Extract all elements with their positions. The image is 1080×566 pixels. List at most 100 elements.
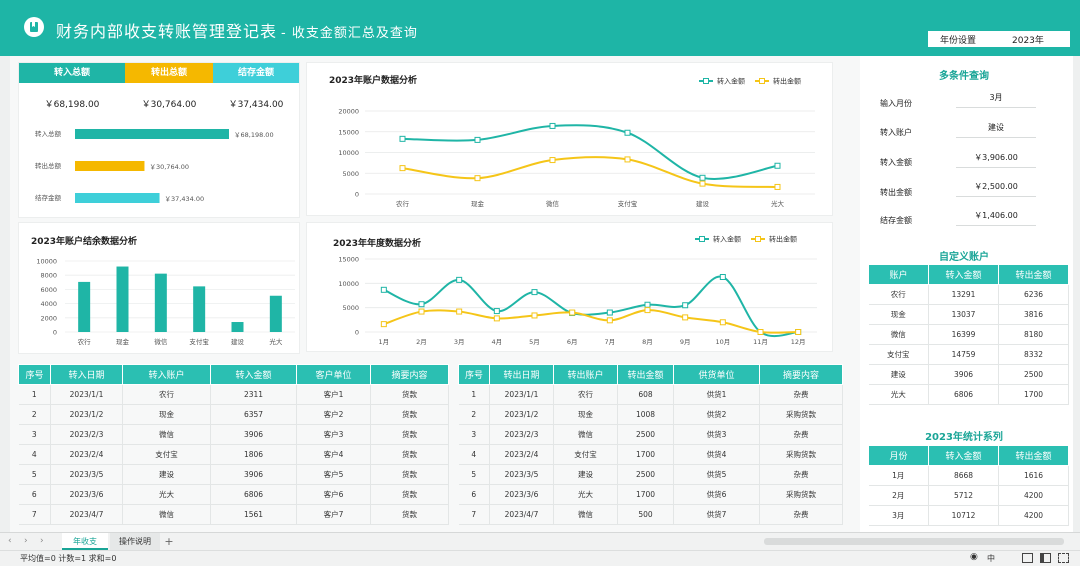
table-cell[interactable]: 2023/2/4 (50, 444, 123, 465)
table-cell[interactable]: 2023/2/3 (50, 424, 123, 445)
table-cell[interactable]: 8332 (998, 344, 1069, 365)
table-cell[interactable]: 光大 (868, 384, 929, 405)
table-row[interactable]: 3 2023/2/3 微信 3906 客户3 货款 (18, 424, 449, 445)
table-cell[interactable]: 3月 (868, 505, 929, 526)
table-cell[interactable]: 2023/1/1 (50, 384, 123, 405)
table-cell[interactable]: 1700 (998, 384, 1069, 405)
table-cell[interactable]: 微信 (868, 324, 929, 345)
table-cell[interactable]: 2月 (868, 485, 929, 506)
table-row[interactable]: 2 2023/1/2 现金 1008 供货2 采购货款 (458, 404, 843, 425)
table-cell[interactable]: 微信 (553, 504, 618, 525)
prev-sheet-icon[interactable]: › (24, 536, 28, 546)
table-cell[interactable]: 货款 (370, 404, 449, 425)
table-cell[interactable]: 2500 (617, 424, 674, 445)
table-cell[interactable]: 4200 (998, 505, 1069, 526)
table-cell[interactable]: 供货4 (673, 444, 760, 465)
table-cell[interactable]: 建设 (553, 464, 618, 485)
table-cell[interactable]: 客户3 (296, 424, 371, 445)
table-row[interactable]: 1月 8668 1616 (868, 465, 1069, 486)
table-cell[interactable]: 客户5 (296, 464, 371, 485)
table-cell[interactable]: 现金 (868, 304, 929, 325)
add-sheet-button[interactable]: + (164, 535, 174, 548)
query-account-input[interactable]: 建设 (988, 123, 1004, 132)
table-cell[interactable]: 货款 (370, 444, 449, 465)
table-cell[interactable]: 采购货款 (759, 404, 843, 425)
table-cell[interactable]: 支付宝 (122, 444, 211, 465)
table-cell[interactable]: 2023/2/4 (489, 444, 554, 465)
table-cell[interactable]: 供货7 (673, 504, 760, 525)
input-method-indicator[interactable]: 中 (987, 554, 995, 563)
horizontal-scrollbar[interactable] (764, 538, 1064, 545)
table-cell[interactable]: 供货5 (673, 464, 760, 485)
table-cell[interactable]: 采购货款 (759, 484, 843, 505)
table-cell[interactable]: 2311 (210, 384, 297, 405)
table-cell[interactable]: 6236 (998, 284, 1069, 305)
table-cell[interactable]: 7 (458, 504, 490, 525)
table-cell[interactable]: 2500 (617, 464, 674, 485)
table-cell[interactable]: 2023/4/7 (489, 504, 554, 525)
table-cell[interactable]: 2023/1/1 (489, 384, 554, 405)
table-cell[interactable]: 货款 (370, 424, 449, 445)
table-row[interactable]: 农行 13291 6236 (868, 284, 1069, 305)
table-cell[interactable]: 客户1 (296, 384, 371, 405)
table-row[interactable]: 2月 5712 4200 (868, 485, 1069, 506)
next-sheet-icon[interactable]: › (40, 536, 44, 546)
table-cell[interactable]: 5 (18, 464, 51, 485)
table-row[interactable]: 1 2023/1/1 农行 2311 客户1 货款 (18, 384, 449, 405)
normal-view-icon[interactable] (1022, 553, 1033, 563)
table-cell[interactable]: 农行 (553, 384, 618, 405)
table-row[interactable]: 6 2023/3/6 光大 6806 客户6 货款 (18, 484, 449, 505)
table-row[interactable]: 5 2023/3/5 建设 2500 供货5 杂费 (458, 464, 843, 485)
table-cell[interactable]: 1561 (210, 504, 297, 525)
table-cell[interactable]: 13037 (928, 304, 999, 325)
table-cell[interactable]: 1700 (617, 484, 674, 505)
table-cell[interactable]: 14759 (928, 344, 999, 365)
table-cell[interactable]: 6357 (210, 404, 297, 425)
table-cell[interactable]: 客户6 (296, 484, 371, 505)
page-layout-icon[interactable] (1040, 553, 1051, 563)
table-row[interactable]: 3月 10712 4200 (868, 505, 1069, 526)
table-cell[interactable]: 4200 (998, 485, 1069, 506)
tab-instructions[interactable]: 操作说明 (110, 533, 160, 550)
table-cell[interactable]: 现金 (553, 404, 618, 425)
table-cell[interactable]: 4 (458, 444, 490, 465)
table-cell[interactable]: 杂费 (759, 424, 843, 445)
table-cell[interactable]: 10712 (928, 505, 999, 526)
table-cell[interactable]: 6806 (928, 384, 999, 405)
table-cell[interactable]: 光大 (122, 484, 211, 505)
table-cell[interactable]: 1月 (868, 465, 929, 486)
table-cell[interactable]: 供货3 (673, 424, 760, 445)
table-cell[interactable]: 16399 (928, 324, 999, 345)
table-cell[interactable]: 13291 (928, 284, 999, 305)
table-cell[interactable]: 3906 (928, 364, 999, 385)
table-row[interactable]: 2 2023/1/2 现金 6357 客户2 货款 (18, 404, 449, 425)
table-cell[interactable]: 供货6 (673, 484, 760, 505)
table-cell[interactable]: 6806 (210, 484, 297, 505)
table-cell[interactable]: 2500 (998, 364, 1069, 385)
table-row[interactable]: 7 2023/4/7 微信 500 供货7 杂费 (458, 504, 843, 525)
table-cell[interactable]: 2023/2/3 (489, 424, 554, 445)
eye-icon[interactable]: ◉ (970, 552, 978, 562)
first-sheet-icon[interactable]: ‹ (8, 536, 12, 546)
table-cell[interactable]: 支付宝 (553, 444, 618, 465)
table-row[interactable]: 支付宝 14759 8332 (868, 344, 1069, 365)
table-cell[interactable]: 3906 (210, 424, 297, 445)
table-cell[interactable]: 2 (458, 404, 490, 425)
table-cell[interactable]: 1616 (998, 465, 1069, 486)
table-cell[interactable]: 微信 (122, 424, 211, 445)
table-cell[interactable]: 2023/3/6 (489, 484, 554, 505)
table-row[interactable]: 现金 13037 3816 (868, 304, 1069, 325)
table-cell[interactable]: 1 (458, 384, 490, 405)
table-cell[interactable]: 6 (18, 484, 51, 505)
table-cell[interactable]: 2023/1/2 (489, 404, 554, 425)
table-row[interactable]: 5 2023/3/5 建设 3906 客户5 货款 (18, 464, 449, 485)
table-cell[interactable]: 建设 (868, 364, 929, 385)
table-cell[interactable]: 8668 (928, 465, 999, 486)
table-cell[interactable]: 2023/3/5 (489, 464, 554, 485)
table-row[interactable]: 3 2023/2/3 微信 2500 供货3 杂费 (458, 424, 843, 445)
page-break-icon[interactable] (1058, 553, 1069, 563)
table-cell[interactable]: 光大 (553, 484, 618, 505)
table-cell[interactable]: 货款 (370, 384, 449, 405)
table-cell[interactable]: 608 (617, 384, 674, 405)
table-row[interactable]: 1 2023/1/1 农行 608 供货1 杂费 (458, 384, 843, 405)
